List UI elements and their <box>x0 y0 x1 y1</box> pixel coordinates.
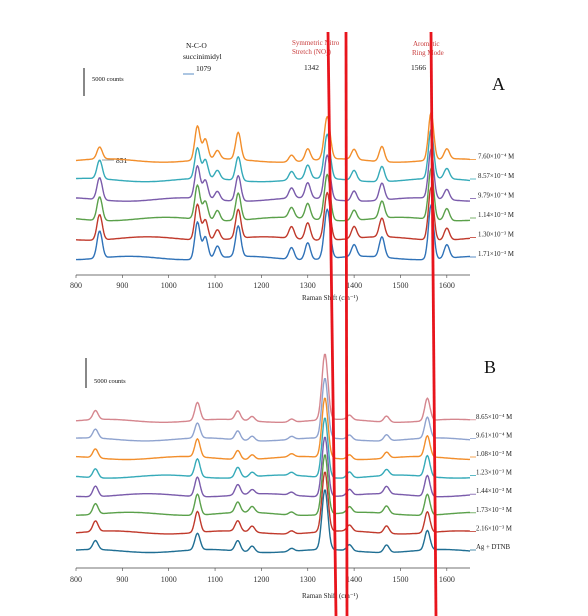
concentration-label: Ag + DTNB <box>476 544 511 551</box>
annot-1342: 1342 <box>304 63 319 72</box>
annot-succinimidyl: succinimidyl <box>183 52 222 61</box>
spectrum-line <box>76 204 470 261</box>
panel-a-label: A <box>492 74 505 94</box>
x-tick-label: 1600 <box>439 575 455 584</box>
panel-b-label: B <box>484 357 496 377</box>
annot-nco: N-C-O <box>186 41 207 50</box>
concentration-label: 2.16×10⁻³ M <box>476 525 512 532</box>
panel-a-spectra <box>75 111 471 261</box>
panel-b-x-ticks: 800 900 1000 1100 1200 1300 1400 1500 1600 <box>70 568 455 584</box>
panel-b-x-label: Raman Shift (cm⁻¹) <box>302 592 359 600</box>
concentration-label: 1.44×10⁻³ M <box>476 488 512 495</box>
concentration-label: 8.57×10⁻⁴ M <box>478 173 514 180</box>
x-tick-label: 800 <box>70 281 82 290</box>
x-tick-label: 1500 <box>392 575 408 584</box>
peak-marker-overlay <box>326 31 438 616</box>
panel-b-concentration-labels: 8.65×10⁻⁴ M 9.61×10⁻⁴ M 1.08×10⁻³ M 1.23×10… <box>470 414 512 551</box>
spectrum-line <box>76 186 471 241</box>
annot-1079: 1079 <box>196 64 211 73</box>
concentration-label: 8.65×10⁻⁴ M <box>476 414 512 421</box>
panel-a-concentration-labels: 7.60×10⁻⁴ M 8.57×10⁻⁴ M 9.79×10⁻⁴ M 1.14×10… <box>470 154 514 258</box>
spectrum-line <box>75 417 470 479</box>
concentration-label: 1.73×10⁻³ M <box>476 507 512 514</box>
spectrum-line <box>75 471 470 535</box>
concentration-label: 1.71×10⁻³ M <box>478 251 514 258</box>
panel-a: 5000 counts A Raman Shift (cm⁻¹) 851 N-C… <box>70 39 514 302</box>
concentration-label: 1.14×10⁻³ M <box>478 212 514 219</box>
panel-a-scalebar-label: 5000 counts <box>92 76 124 83</box>
x-tick-label: 1300 <box>300 281 316 290</box>
x-tick-label: 1300 <box>300 575 316 584</box>
x-tick-label: 800 <box>70 575 82 584</box>
annot-aromatic: Aromatic <box>413 40 439 48</box>
concentration-label: 9.61×10⁻⁴ M <box>476 432 512 439</box>
concentration-label: 1.30×10⁻³ M <box>478 232 514 239</box>
spectrum-line <box>75 436 471 498</box>
spectrum-line <box>75 397 470 461</box>
annot-sym-nitro: Symmetric Nitro <box>292 39 340 47</box>
spectrum-line <box>76 148 470 202</box>
concentration-label: 7.60×10⁻⁴ M <box>478 154 514 161</box>
x-tick-label: 1100 <box>207 281 223 290</box>
spectrum-line <box>76 489 471 554</box>
concentration-label: 1.08×10⁻³ M <box>476 451 512 458</box>
nitro-peak-marker-line <box>326 31 338 616</box>
spectrum-line <box>76 167 471 222</box>
panel-b-scalebar-label: 5000 counts <box>94 378 126 385</box>
panel-b: 5000 counts B Raman Shift (cm⁻¹) 800 900 1… <box>70 353 512 600</box>
annot-stretch-no2: Stretch (NO₂) <box>292 48 331 56</box>
panel-b-spectra <box>75 353 471 554</box>
concentration-label: 9.79×10⁻⁴ M <box>478 193 514 200</box>
concentration-label: 1.23×10⁻³ M <box>476 470 512 477</box>
spectrum-line <box>75 111 471 163</box>
x-tick-label: 1100 <box>207 575 223 584</box>
panel-a-x-ticks: 800 900 1000 1100 1200 1300 1400 1500 1600 <box>70 275 455 290</box>
x-tick-label: 1600 <box>439 281 455 290</box>
annot-1566: 1566 <box>411 63 426 72</box>
x-tick-label: 1500 <box>392 281 408 290</box>
nitro-peak-marker-line-right <box>344 31 349 616</box>
x-tick-label: 1000 <box>161 575 177 584</box>
x-tick-label: 900 <box>116 281 128 290</box>
spectrum-line <box>76 454 470 516</box>
x-tick-label: 900 <box>116 575 128 584</box>
spectrum-line <box>75 353 471 423</box>
spectrum-line <box>76 378 471 442</box>
x-tick-label: 1400 <box>346 575 362 584</box>
annot-851: 851 <box>116 156 128 165</box>
annot-ring-mode: Ring Mode <box>412 49 444 57</box>
x-tick-label: 1000 <box>161 281 177 290</box>
spectrum-line <box>75 128 470 183</box>
ring-peak-marker-line <box>429 31 438 616</box>
x-tick-label: 1200 <box>253 575 269 584</box>
x-tick-label: 1400 <box>346 281 362 290</box>
x-tick-label: 1200 <box>253 281 269 290</box>
